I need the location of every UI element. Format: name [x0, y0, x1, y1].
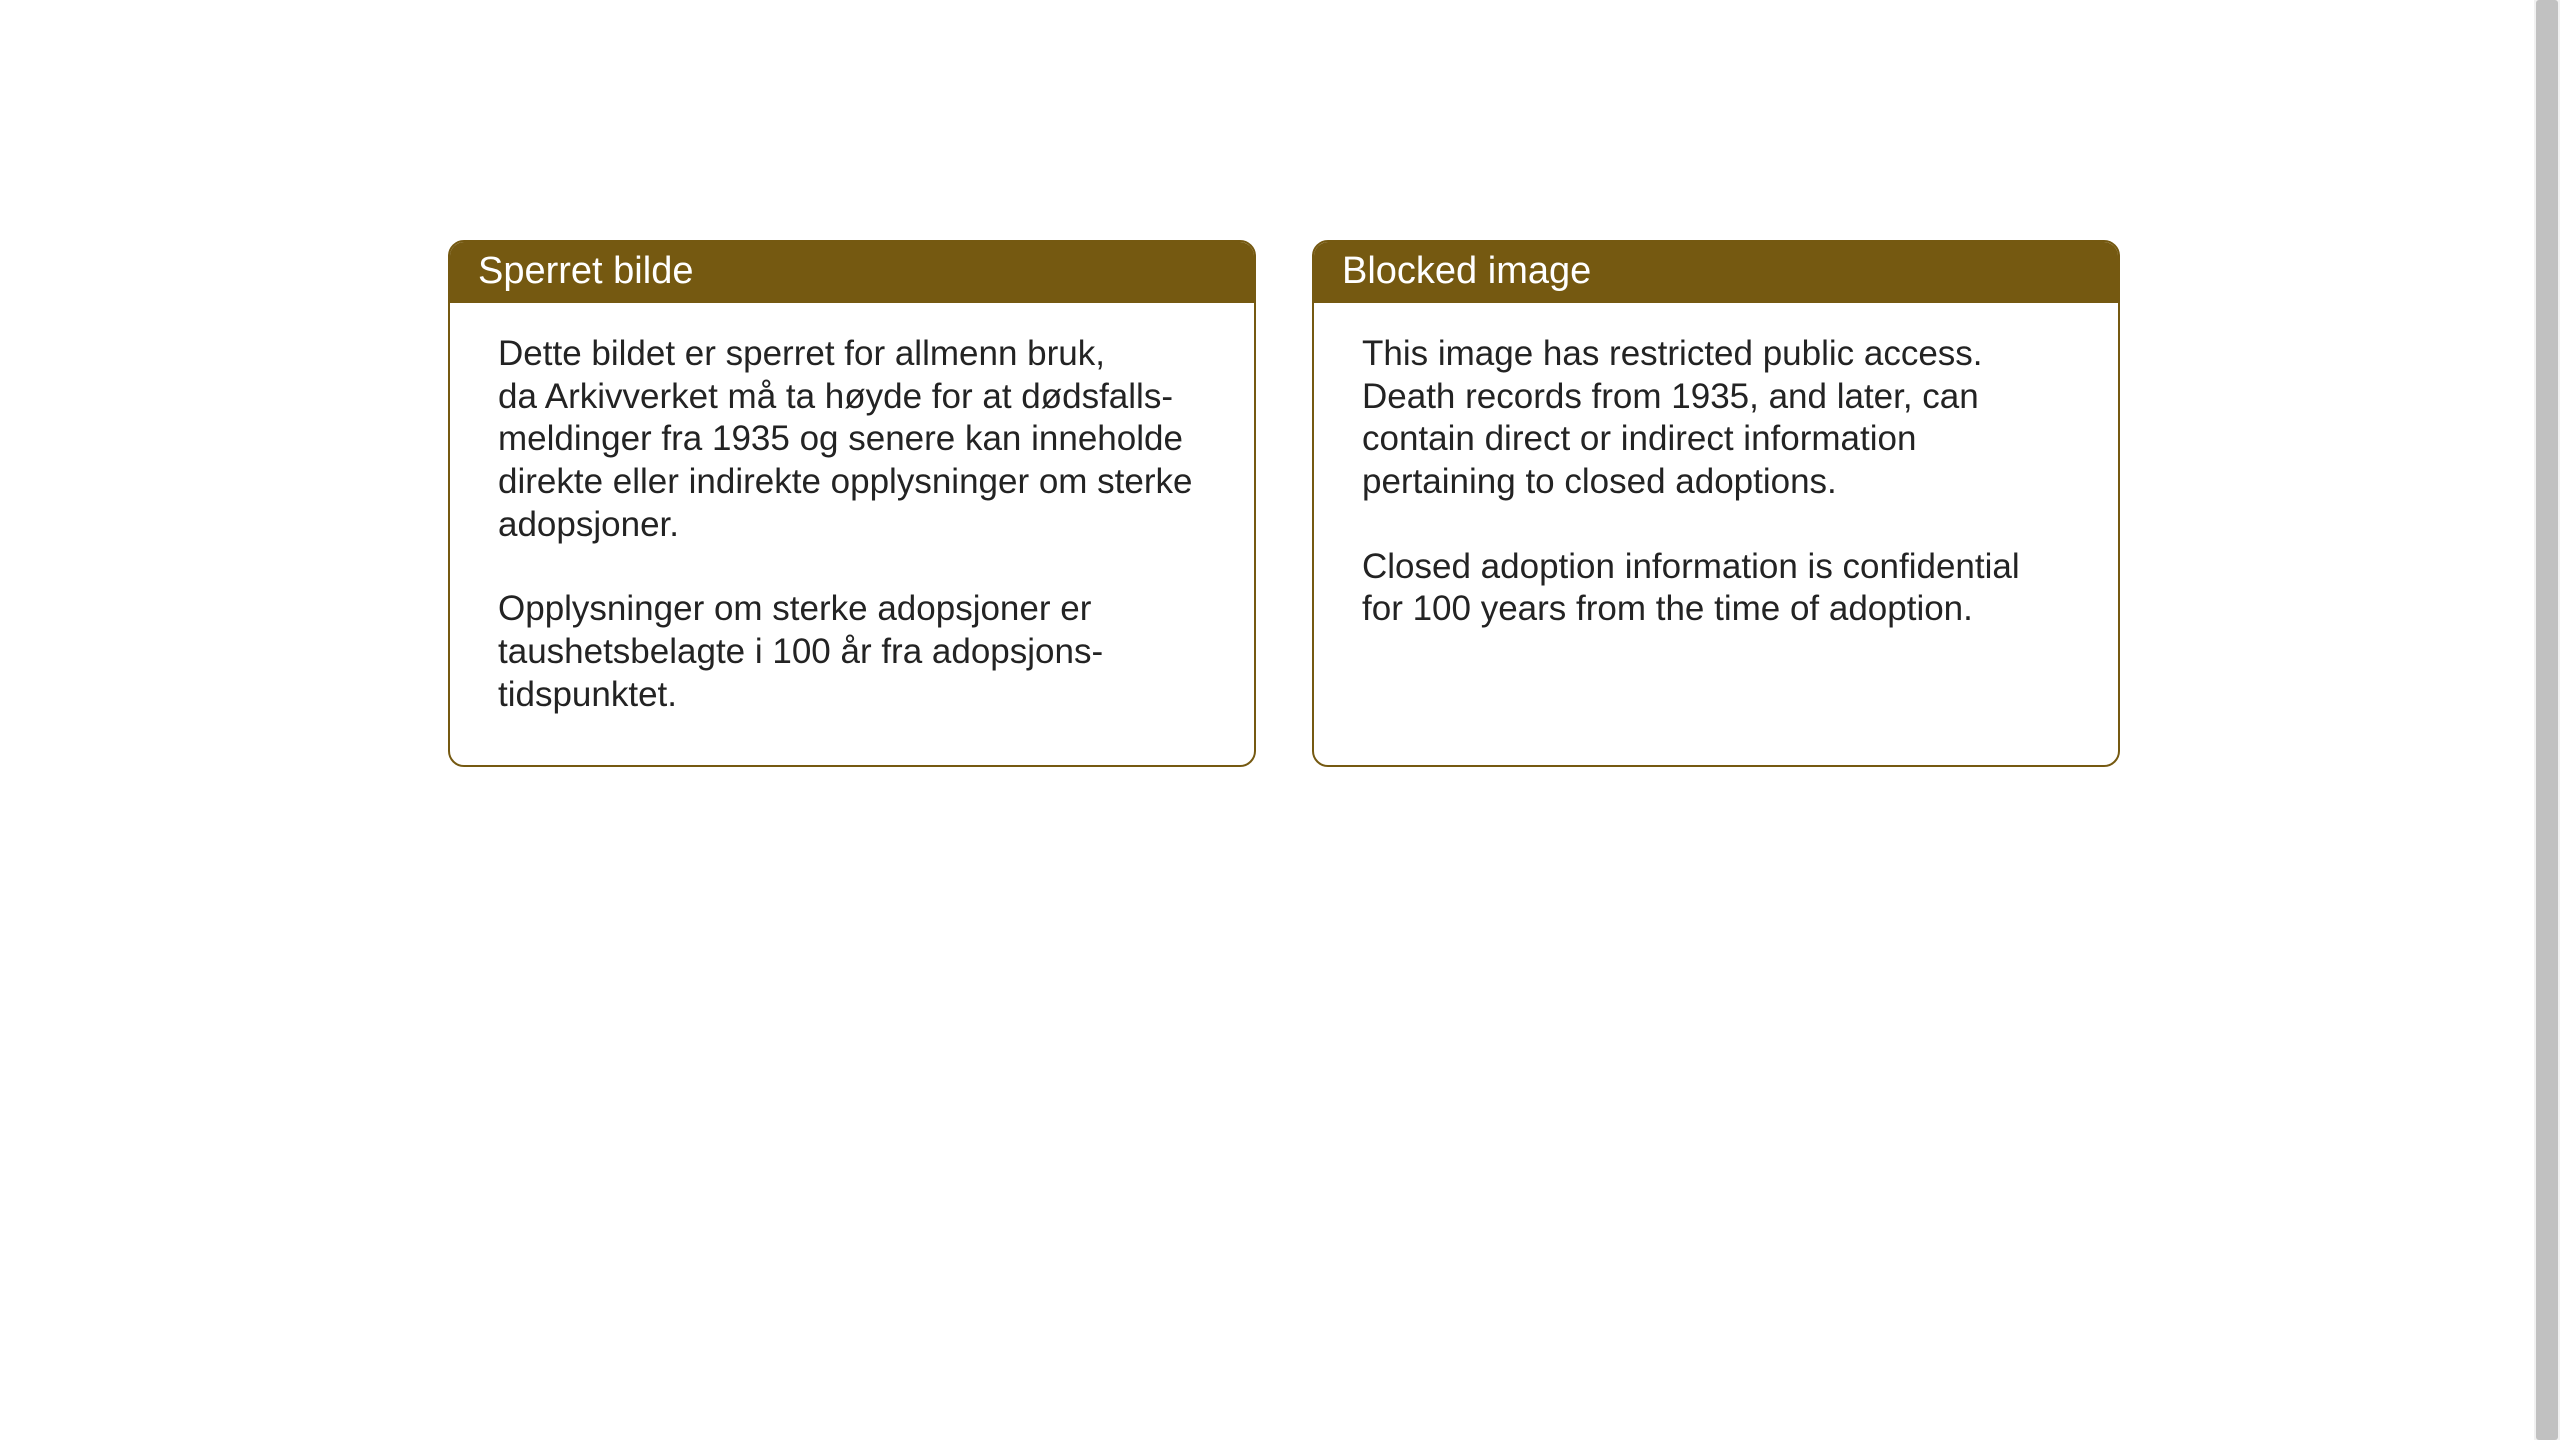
english-card-body: This image has restricted public access.… — [1314, 303, 2118, 679]
english-paragraph-1: This image has restricted public access.… — [1362, 333, 2070, 504]
vertical-scrollbar-track[interactable] — [2534, 0, 2560, 1440]
norwegian-info-card: Sperret bilde Dette bildet er sperret fo… — [448, 240, 1256, 767]
vertical-scrollbar-thumb[interactable] — [2536, 0, 2558, 1440]
norwegian-paragraph-2: Opplysninger om sterke adopsjoner er tau… — [498, 588, 1206, 716]
english-card-title: Blocked image — [1314, 242, 2118, 303]
english-info-card: Blocked image This image has restricted … — [1312, 240, 2120, 767]
content-area: Sperret bilde Dette bildet er sperret fo… — [448, 240, 2120, 767]
norwegian-card-body: Dette bildet er sperret for allmenn bruk… — [450, 303, 1254, 765]
english-paragraph-2: Closed adoption information is confident… — [1362, 546, 2070, 631]
norwegian-card-title: Sperret bilde — [450, 242, 1254, 303]
norwegian-paragraph-1: Dette bildet er sperret for allmenn bruk… — [498, 333, 1206, 546]
